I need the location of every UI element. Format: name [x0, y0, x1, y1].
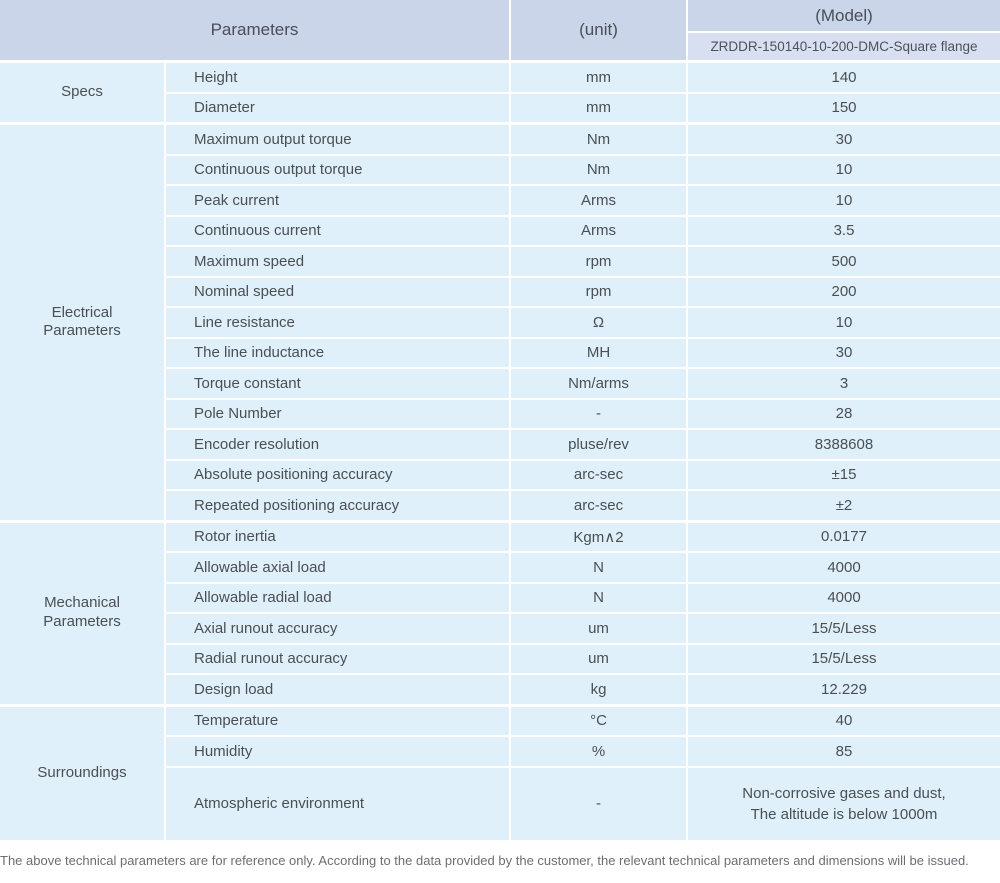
- param-name-cell: Humidity: [166, 737, 509, 766]
- section-electrical-parameters: Electrical Parameters Maximum output torq…: [0, 125, 1000, 520]
- header-unit: (unit): [511, 0, 686, 60]
- unit-cell: mm: [511, 63, 686, 92]
- unit-cell: Ω: [511, 308, 686, 337]
- table-header: Parameters (unit) (Model) ZRDDR-150140-1…: [0, 0, 1000, 60]
- value-cell: 28: [688, 399, 1000, 428]
- param-name-cell: Temperature: [166, 706, 509, 735]
- table-body: Specs Height mm 140 Diameter mm 150 Electrical …: [0, 63, 1000, 840]
- param-name-cell: Maximum speed: [166, 247, 509, 276]
- unit-cell: °C: [511, 706, 686, 735]
- value-cell: 500: [688, 247, 1000, 276]
- unit-cell: Kgm∧2: [511, 522, 686, 551]
- value-cell: 12.229: [688, 675, 1000, 704]
- param-name-cell: Absolute positioning accuracy: [166, 460, 509, 489]
- value-cell: 140: [688, 63, 1000, 92]
- param-name-cell: Axial runout accuracy: [166, 614, 509, 643]
- value-cell: ±2: [688, 491, 1000, 520]
- value-cell: 0.0177: [688, 522, 1000, 551]
- param-name-cell: Allowable axial load: [166, 553, 509, 582]
- value-cell: 3.5: [688, 216, 1000, 245]
- unit-cell: N: [511, 583, 686, 612]
- param-name-cell: Continuous current: [166, 216, 509, 245]
- param-name-cell: Allowable radial load: [166, 583, 509, 612]
- param-name-cell: Diameter: [166, 93, 509, 122]
- value-cell: 30: [688, 125, 1000, 154]
- value-cell: 10: [688, 308, 1000, 337]
- param-name-cell: Maximum output torque: [166, 125, 509, 154]
- value-cell: 15/5/Less: [688, 644, 1000, 673]
- param-name-cell: Encoder resolution: [166, 430, 509, 459]
- spec-table: Parameters (unit) (Model) ZRDDR-150140-1…: [0, 0, 1000, 840]
- value-cell: 8388608: [688, 430, 1000, 459]
- value-cell: ±15: [688, 460, 1000, 489]
- unit-cell: Nm/arms: [511, 369, 686, 398]
- value-cell: 10: [688, 155, 1000, 184]
- unit-cell: -: [511, 399, 686, 428]
- value-cell: 4000: [688, 553, 1000, 582]
- param-name-cell: Pole Number: [166, 399, 509, 428]
- unit-cell: um: [511, 644, 686, 673]
- param-name-cell: Design load: [166, 675, 509, 704]
- param-name-cell: Continuous output torque: [166, 155, 509, 184]
- unit-cell: mm: [511, 93, 686, 122]
- param-name-cell: Peak current: [166, 186, 509, 215]
- value-cell: 3: [688, 369, 1000, 398]
- unit-cell: -: [511, 767, 686, 840]
- unit-cell: %: [511, 737, 686, 766]
- header-model: (Model): [688, 0, 1000, 31]
- unit-cell: um: [511, 614, 686, 643]
- value-cell: 200: [688, 277, 1000, 306]
- unit-cell: Nm: [511, 155, 686, 184]
- header-model-name: ZRDDR-150140-10-200-DMC-Square flange: [688, 33, 1000, 60]
- unit-cell: MH: [511, 338, 686, 367]
- value-cell: 4000: [688, 583, 1000, 612]
- param-name-cell: Height: [166, 63, 509, 92]
- value-cell: 40: [688, 706, 1000, 735]
- param-name-cell: Atmospheric environment: [166, 767, 509, 840]
- footnote: The above technical parameters are for r…: [0, 852, 969, 868]
- section-specs: Specs Height mm 140 Diameter mm 150: [0, 63, 1000, 122]
- value-cell: Non-corrosive gases and dust, The altitu…: [688, 767, 1000, 840]
- unit-cell: Arms: [511, 186, 686, 215]
- section-surroundings: Surroundings Temperature °C 40 Humidity% 85 At…: [0, 706, 1000, 840]
- value-cell: 15/5/Less: [688, 614, 1000, 643]
- unit-cell: rpm: [511, 277, 686, 306]
- unit-cell: rpm: [511, 247, 686, 276]
- param-name-cell: Radial runout accuracy: [166, 644, 509, 673]
- value-cell: 85: [688, 737, 1000, 766]
- param-name-cell: Nominal speed: [166, 277, 509, 306]
- unit-cell: Arms: [511, 216, 686, 245]
- section-label: Specs: [0, 63, 164, 122]
- unit-cell: arc-sec: [511, 460, 686, 489]
- value-cell: 10: [688, 186, 1000, 215]
- unit-cell: N: [511, 553, 686, 582]
- value-cell: 150: [688, 93, 1000, 122]
- param-name-cell: The line inductance: [166, 338, 509, 367]
- unit-cell: kg: [511, 675, 686, 704]
- unit-cell: pluse/rev: [511, 430, 686, 459]
- param-name-cell: Line resistance: [166, 308, 509, 337]
- param-name-cell: Torque constant: [166, 369, 509, 398]
- unit-cell: Nm: [511, 125, 686, 154]
- value-cell: 30: [688, 338, 1000, 367]
- section-label: Mechanical Parameters: [0, 522, 164, 704]
- param-name-cell: Repeated positioning accuracy: [166, 491, 509, 520]
- section-mechanical-parameters: Mechanical Parameters Rotor inertia Kgm∧2 0…: [0, 522, 1000, 704]
- param-name-cell: Rotor inertia: [166, 522, 509, 551]
- unit-cell: arc-sec: [511, 491, 686, 520]
- header-parameters: Parameters: [0, 0, 509, 60]
- section-label: Surroundings: [0, 706, 164, 840]
- section-label: Electrical Parameters: [0, 125, 164, 520]
